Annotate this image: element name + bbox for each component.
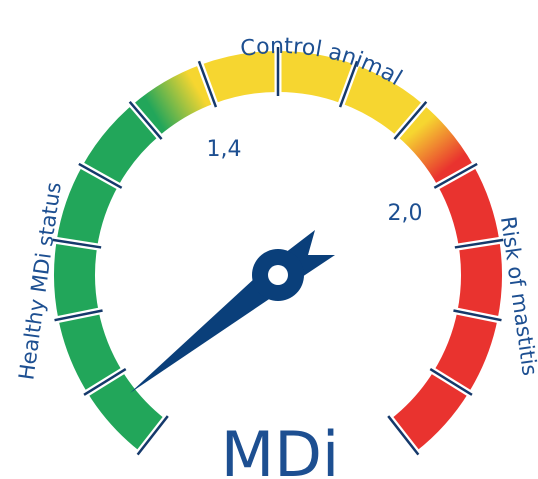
segment-divider [454, 238, 504, 249]
gauge-segment [56, 165, 119, 247]
gauge-segment [457, 240, 502, 320]
segment-divider [393, 100, 428, 140]
segment-divider [52, 238, 102, 249]
gauge-segment [278, 51, 356, 104]
gauge-segment [200, 51, 278, 104]
gauge-segment [87, 371, 166, 452]
segment-divider [128, 100, 163, 140]
segment-divider [197, 60, 218, 108]
segment-divider [453, 309, 502, 322]
gauge-segment [341, 64, 424, 136]
zone-label-right: Risk of mastitis [496, 215, 538, 377]
segment-divider [433, 162, 478, 189]
needle-hub-center [268, 265, 288, 285]
gauge-segment [58, 311, 123, 393]
gauge-segment [54, 240, 99, 320]
needle [130, 266, 290, 393]
scale-label: 1,4 [207, 137, 242, 162]
gauge-segment [437, 165, 500, 247]
gauge-segment [433, 311, 498, 393]
segment-divider [83, 368, 127, 396]
segment-divider [136, 415, 169, 456]
gauge-segment [390, 371, 469, 452]
gauge-segment [397, 104, 474, 186]
gauge-segment [132, 64, 215, 136]
segment-divider [78, 162, 123, 189]
segment-divider [387, 415, 420, 456]
gauge-title: MDi [221, 418, 339, 479]
segment-divider [54, 309, 103, 322]
scale-label: 2,0 [388, 201, 423, 226]
gauge-segment [82, 104, 159, 186]
gauge-segments [52, 47, 504, 457]
segment-divider [429, 368, 473, 396]
segment-divider [338, 60, 359, 108]
